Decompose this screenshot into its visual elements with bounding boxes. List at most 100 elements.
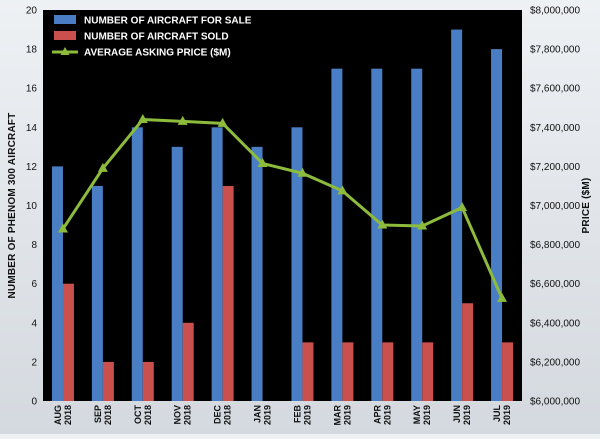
x-tick-month: SEP [93, 405, 103, 423]
bar-for-sale [291, 127, 303, 402]
left-tick-label: 18 [26, 45, 38, 56]
x-tick-month: APR [372, 405, 382, 425]
right-axis-title: PRICE ($M) [581, 178, 592, 234]
bar-sold [222, 185, 234, 401]
price-marker [337, 185, 348, 195]
x-tick-month: JAN [253, 405, 263, 423]
left-tick-label: 6 [31, 279, 37, 290]
bar-sold [382, 342, 394, 401]
price-marker [137, 113, 148, 123]
bar-sold [182, 322, 194, 401]
price-marker [377, 219, 388, 229]
price-marker [417, 220, 428, 230]
price-marker [497, 292, 508, 302]
bar-sold [462, 303, 474, 401]
x-tick-year: 2019 [302, 405, 312, 425]
legend-swatch [54, 15, 76, 24]
right-tick-label: $6,600,000 [530, 279, 580, 290]
price-marker [57, 223, 68, 233]
x-tick-year: 2019 [382, 405, 392, 425]
x-tick-year: 2019 [422, 405, 432, 425]
bar-for-sale [211, 127, 223, 402]
x-tick-month: JUL [492, 405, 502, 423]
x-tick-year: 2018 [143, 405, 153, 425]
right-tick-label: $6,800,000 [530, 240, 580, 251]
bar-sold [142, 361, 154, 401]
x-tick-year: 2019 [342, 405, 352, 425]
bar-for-sale [451, 29, 463, 402]
bar-sold [502, 342, 514, 401]
price-marker [177, 115, 188, 125]
bar-for-sale [411, 68, 423, 402]
bar-for-sale [491, 49, 503, 401]
x-tick-month: MAY [412, 405, 422, 424]
price-marker [97, 162, 108, 172]
price-marker [297, 167, 308, 177]
bar-sold [422, 342, 434, 401]
right-tick-label: $6,200,000 [530, 357, 580, 368]
x-tick-year: 2018 [63, 405, 73, 425]
plot-area [43, 10, 522, 401]
x-tick-year: 2018 [103, 405, 113, 425]
left-tick-label: 10 [26, 201, 38, 212]
x-tick-label: APR 2019 [372, 405, 392, 426]
right-tick-label: $6,400,000 [530, 318, 580, 329]
right-tick-label: $7,200,000 [530, 162, 580, 173]
bar-sold [302, 342, 314, 401]
x-tick-label: JUL 2019 [492, 405, 512, 426]
legend-label: NUMBER OF AIRCRAFT SOLD [84, 32, 229, 43]
bar-sold [342, 342, 354, 401]
bar-for-sale [171, 146, 183, 401]
bar-for-sale [331, 68, 343, 402]
left-tick-label: 16 [26, 84, 38, 95]
x-tick-month: FEB [292, 404, 302, 423]
legend-box [48, 12, 242, 60]
right-tick-label: $7,600,000 [530, 84, 580, 95]
x-tick-year: 2019 [263, 405, 273, 425]
left-tick-label: 20 [26, 6, 38, 17]
x-tick-label: JUN 2019 [452, 405, 472, 425]
x-tick-year: 2019 [462, 405, 472, 425]
price-line [61, 117, 504, 299]
left-tick-label: 4 [31, 318, 37, 329]
x-tick-month: MAR [332, 405, 342, 426]
legend-label: NUMBER OF AIRCRAFT FOR SALE [84, 16, 252, 27]
left-axis-ticks: 0 2 4 6 8 10 12 14 16 18 20 [26, 6, 38, 408]
x-tick-month: AUG [53, 405, 63, 425]
bar-for-sale [91, 185, 103, 401]
x-tick-month: NOV [173, 405, 183, 425]
legend-marker [60, 47, 70, 55]
x-tick-label: MAY 2019 [412, 405, 432, 425]
right-tick-label: $6,000,000 [530, 397, 580, 408]
left-tick-label: 2 [31, 357, 37, 368]
left-tick-label: 0 [31, 397, 37, 408]
right-axis-ticks: $6,000,000 $6,200,000 $6,400,000 $6,600,000… [530, 6, 580, 408]
price-marker [457, 201, 468, 211]
x-tick-label: SEP 2018 [93, 405, 113, 425]
x-tick-year: 2019 [502, 405, 512, 425]
x-tick-label: MAR 2019 [332, 405, 352, 426]
x-tick-year: 2018 [183, 405, 193, 425]
x-tick-label: JAN 2019 [253, 405, 273, 425]
legend-label: AVERAGE ASKING PRICE ($M) [84, 48, 231, 59]
bar-sold [102, 361, 114, 401]
bar-for-sale [131, 127, 143, 402]
left-tick-label: 12 [26, 162, 38, 173]
x-tick-month: DEC [213, 405, 223, 425]
bar-marks [51, 29, 514, 402]
x-tick-year: 2018 [223, 405, 233, 425]
price-line-layer [57, 113, 508, 302]
left-axis-title: NUMBER OF PHENOM 300 AIRCRAFT [7, 113, 18, 299]
x-tick-month: JUN [452, 405, 462, 423]
bar-for-sale [51, 166, 63, 401]
right-tick-label: $7,800,000 [530, 45, 580, 56]
bar-sold [62, 283, 74, 401]
legend-swatch [54, 31, 76, 40]
right-tick-label: $7,400,000 [530, 123, 580, 134]
x-tick-label: AUG 2018 [53, 405, 73, 425]
right-tick-label: $7,000,000 [530, 201, 580, 212]
bar-for-sale [251, 146, 263, 401]
left-tick-label: 8 [31, 240, 37, 251]
